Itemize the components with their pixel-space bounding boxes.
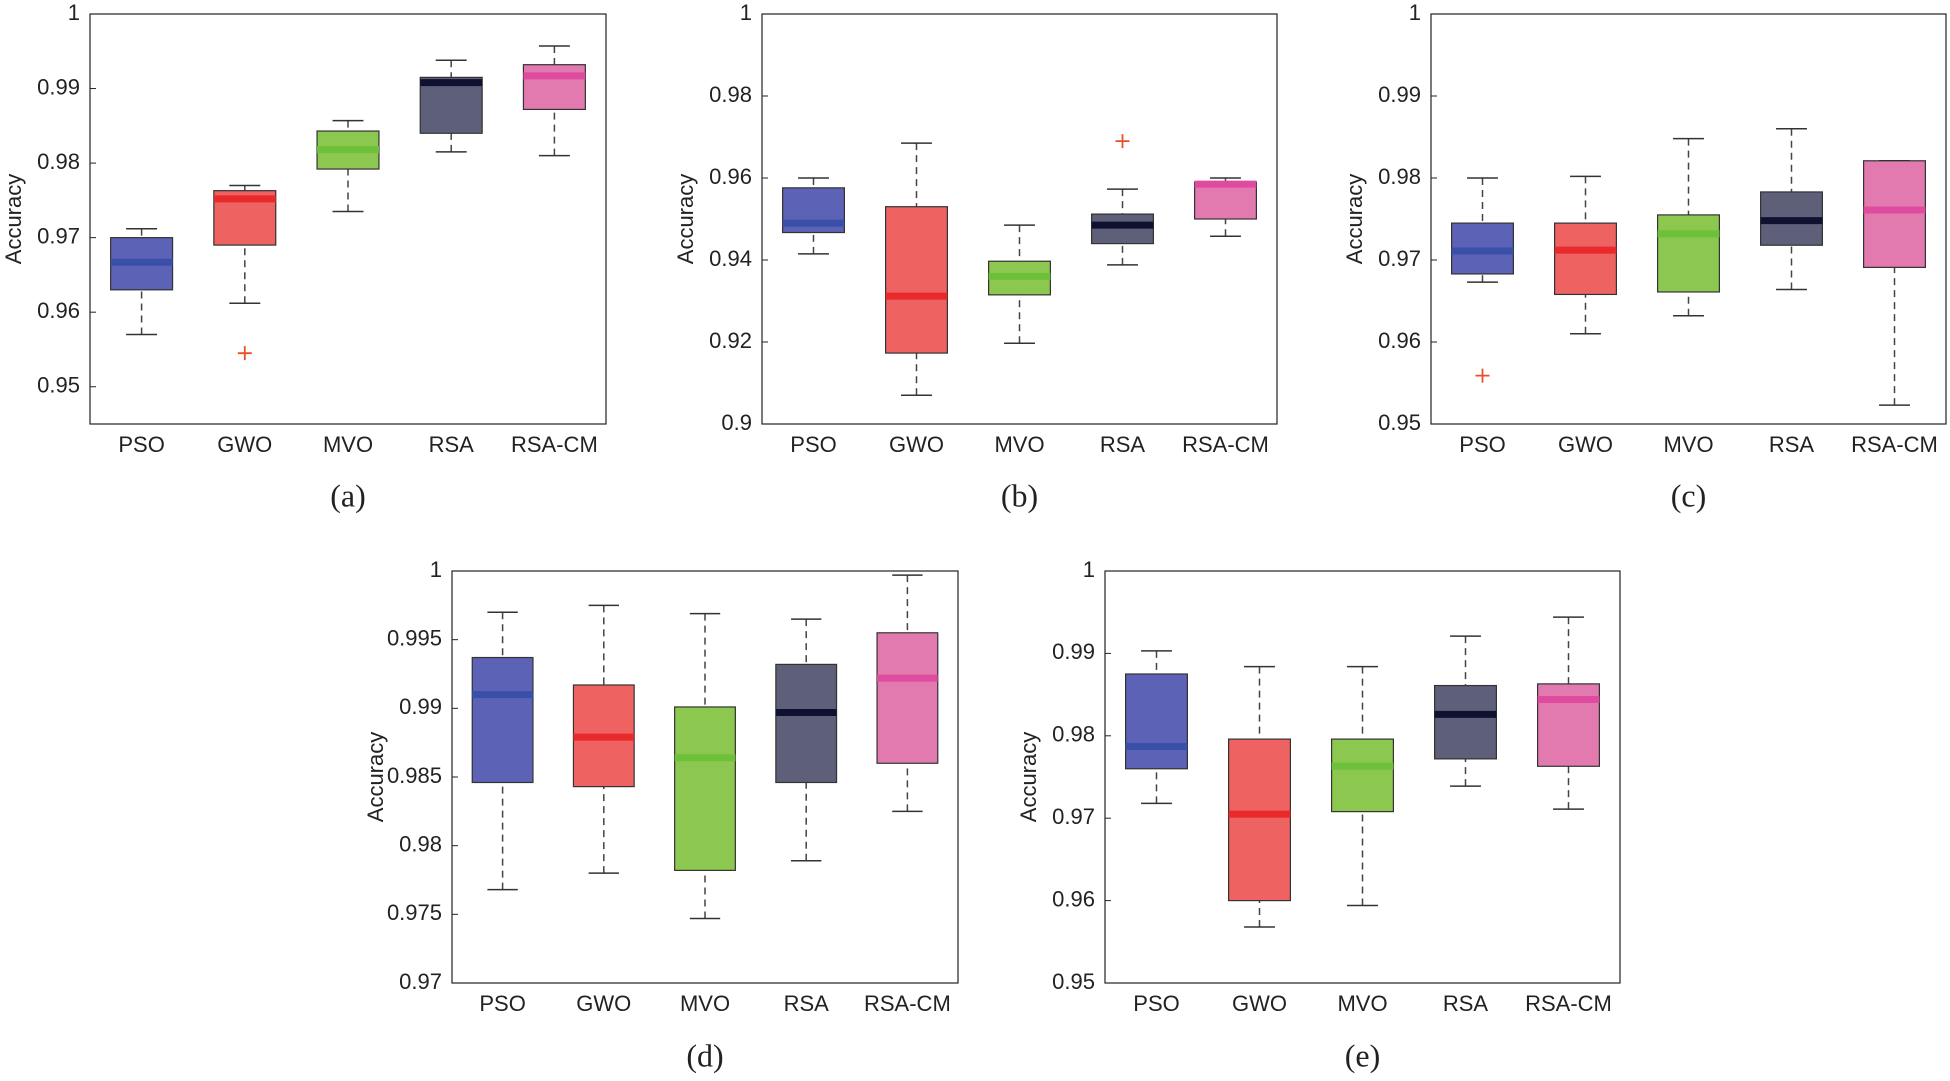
- box: [1656, 214, 1720, 293]
- caption: (c): [1671, 477, 1707, 513]
- y-tick-label: 0.96: [1378, 328, 1421, 353]
- axes-frame: [1430, 13, 1947, 425]
- x-tick-label: RSA: [1769, 432, 1815, 457]
- y-axis-label: Accuracy: [363, 732, 388, 822]
- y-tick-label: 0.995: [387, 625, 442, 650]
- y-tick-label: 1: [68, 0, 80, 25]
- axes-frame: [1104, 570, 1621, 984]
- x-tick-label: GWO: [1558, 432, 1613, 457]
- outlier: [237, 346, 252, 361]
- x-tick-label: MVO: [1337, 991, 1387, 1016]
- y-tick-label: 0.97: [399, 969, 442, 994]
- caption: (a): [330, 477, 366, 513]
- y-tick-label: 1: [1083, 557, 1095, 582]
- y-tick-label: 1: [1409, 0, 1421, 25]
- y-tick-label: 0.95: [1378, 410, 1421, 435]
- y-axis-label: Accuracy: [1016, 732, 1041, 822]
- outlier: [1475, 368, 1490, 383]
- x-tick-label: RSA: [1100, 432, 1146, 457]
- y-tick-label: 0.92: [709, 328, 752, 353]
- x-tick-label: GWO: [889, 432, 944, 457]
- y-tick-label: 0.97: [37, 223, 80, 248]
- y-tick-label: 0.975: [387, 900, 442, 925]
- y-axis-label: Accuracy: [1342, 174, 1367, 264]
- box: [471, 656, 534, 784]
- outlier: [1115, 134, 1130, 149]
- x-tick-label: GWO: [217, 432, 272, 457]
- y-tick-label: 0.98: [1052, 722, 1095, 747]
- box: [522, 64, 586, 111]
- y-tick-label: 1: [430, 557, 442, 582]
- y-tick-label: 0.97: [1378, 246, 1421, 271]
- y-tick-label: 0.98: [1378, 164, 1421, 189]
- y-tick-label: 0.96: [37, 298, 80, 323]
- box: [1433, 684, 1497, 760]
- axes-frame: [761, 13, 1278, 425]
- y-tick-label: 0.96: [709, 164, 752, 189]
- x-tick-label: RSA-CM: [511, 432, 598, 457]
- y-tick-label: 0.99: [37, 74, 80, 99]
- x-tick-label: RSA-CM: [1182, 432, 1269, 457]
- x-tick-label: GWO: [1232, 991, 1287, 1016]
- y-tick-label: 0.98: [37, 149, 80, 174]
- y-axis-label: Accuracy: [1, 174, 26, 264]
- x-tick-label: GWO: [576, 991, 631, 1016]
- x-tick-label: MVO: [680, 991, 730, 1016]
- box: [1862, 160, 1926, 268]
- x-tick-label: RSA-CM: [864, 991, 951, 1016]
- x-tick-label: MVO: [994, 432, 1044, 457]
- y-tick-label: 0.94: [709, 246, 752, 271]
- caption: (e): [1345, 1037, 1381, 1073]
- x-tick-label: RSA: [429, 432, 475, 457]
- y-tick-label: 0.99: [399, 694, 442, 719]
- box: [419, 76, 483, 134]
- box: [775, 663, 838, 784]
- y-tick-label: 0.95: [1052, 969, 1095, 994]
- x-tick-label: PSO: [790, 432, 836, 457]
- y-tick-label: 0.96: [1052, 886, 1095, 911]
- x-tick-label: RSA: [1443, 991, 1489, 1016]
- x-tick-label: RSA-CM: [1851, 432, 1938, 457]
- y-tick-label: 0.99: [1378, 82, 1421, 107]
- y-tick-label: 1: [740, 0, 752, 25]
- box: [1124, 673, 1188, 770]
- caption: (b): [1001, 477, 1038, 513]
- x-tick-label: RSA: [784, 991, 830, 1016]
- y-axis-label: Accuracy: [673, 174, 698, 264]
- y-tick-label: 0.98: [709, 82, 752, 107]
- x-tick-label: PSO: [1459, 432, 1505, 457]
- box: [1090, 213, 1154, 245]
- x-tick-label: PSO: [479, 991, 525, 1016]
- y-tick-label: 0.99: [1052, 639, 1095, 664]
- caption: (d): [686, 1037, 723, 1073]
- axes-frame: [451, 570, 959, 984]
- y-tick-label: 0.97: [1052, 804, 1095, 829]
- x-tick-label: PSO: [1133, 991, 1179, 1016]
- x-tick-label: PSO: [118, 432, 164, 457]
- box: [1553, 222, 1617, 296]
- x-tick-label: RSA-CM: [1525, 991, 1612, 1016]
- box: [1227, 738, 1291, 902]
- y-tick-label: 0.95: [37, 373, 80, 398]
- y-tick-label: 0.9: [721, 410, 752, 435]
- x-tick-label: MVO: [323, 432, 373, 457]
- y-tick-label: 0.985: [387, 763, 442, 788]
- box: [674, 706, 736, 871]
- x-tick-label: MVO: [1663, 432, 1713, 457]
- y-tick-label: 0.98: [399, 831, 442, 856]
- box: [884, 206, 948, 354]
- box: [1330, 738, 1394, 813]
- axes-frame: [89, 13, 607, 425]
- box: [876, 632, 939, 764]
